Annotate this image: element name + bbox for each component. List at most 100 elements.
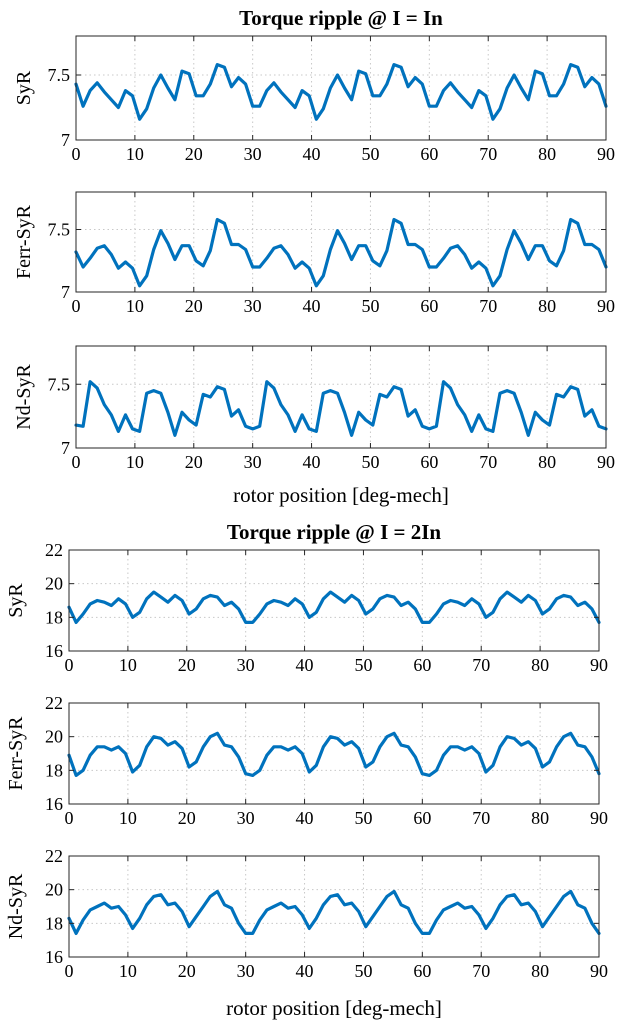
x-tick-label: 80 — [538, 296, 556, 316]
series-line — [67, 889, 601, 935]
x-tick-label: 60 — [413, 808, 431, 828]
y-axis-label: Nd-SyR — [13, 364, 35, 430]
axes-frame — [75, 345, 607, 449]
subplot-1: 0 10 20 30 40 50 60 70 80 90 7 7.5 SyR Torque ripple … — [13, 6, 615, 164]
x-tick-label: 70 — [472, 961, 490, 981]
x-axis-label: rotor position [deg-mech] — [226, 996, 442, 1020]
subplot-2: 0 10 20 30 40 50 60 70 80 90 7 7.5 Ferr-SyR — [13, 191, 615, 316]
x-tick-label: 20 — [178, 961, 196, 981]
y-tick-label: 20 — [45, 574, 63, 594]
axes-frame — [68, 702, 600, 805]
x-tick-label: 10 — [119, 961, 137, 981]
x-tick-label: 30 — [237, 655, 255, 675]
x-tick-label: 80 — [538, 144, 556, 164]
x-tick-label: 90 — [597, 452, 615, 472]
x-tick-label: 70 — [472, 655, 490, 675]
x-tick-label: 30 — [244, 144, 262, 164]
x-tick-label: 50 — [354, 961, 372, 981]
y-tick-label: 16 — [45, 641, 63, 661]
x-tick-label: 0 — [65, 961, 74, 981]
axes-frame — [68, 855, 600, 958]
y-tick-label: 20 — [45, 727, 63, 747]
y-axis-label: Nd-SyR — [5, 873, 27, 939]
x-tick-label: 40 — [296, 655, 314, 675]
y-tick-label: 16 — [45, 794, 63, 814]
x-tick-label: 10 — [119, 655, 137, 675]
x-tick-label: 10 — [119, 808, 137, 828]
x-tick-label: 30 — [237, 961, 255, 981]
x-tick-label: 60 — [420, 144, 438, 164]
x-tick-label: 20 — [178, 808, 196, 828]
axes-frame — [68, 549, 600, 652]
x-tick-label: 60 — [413, 655, 431, 675]
y-axis-label: Ferr-SyR — [5, 716, 27, 791]
y-tick-label: 18 — [45, 760, 63, 780]
axes-frame — [75, 191, 607, 293]
chart-title: Torque ripple @ I = In — [239, 6, 443, 30]
x-tick-label: 40 — [303, 296, 321, 316]
series-line — [74, 380, 608, 437]
y-tick-label: 7 — [61, 282, 70, 302]
x-tick-label: 90 — [597, 296, 615, 316]
x-tick-label: 70 — [479, 144, 497, 164]
x-tick-label: 80 — [538, 452, 556, 472]
x-tick-label: 80 — [531, 808, 549, 828]
y-tick-label: 22 — [45, 540, 63, 560]
subplot-4: 0 10 20 30 40 50 60 70 80 90 16 18 20 22 SyR Torque rip… — [5, 520, 608, 675]
y-tick-label: 18 — [45, 913, 63, 933]
y-tick-label: 7 — [61, 438, 70, 458]
x-tick-label: 70 — [479, 452, 497, 472]
x-tick-label: 0 — [72, 144, 81, 164]
series-line — [74, 62, 608, 121]
x-tick-label: 60 — [420, 296, 438, 316]
y-tick-label: 22 — [45, 846, 63, 866]
x-tick-label: 60 — [413, 961, 431, 981]
x-tick-label: 50 — [361, 296, 379, 316]
x-tick-label: 30 — [244, 296, 262, 316]
x-tick-label: 90 — [597, 144, 615, 164]
y-tick-label: 16 — [45, 947, 63, 967]
subplot-3: 0 10 20 30 40 50 60 70 80 90 7 7.5 Nd-SyR rotor posit… — [13, 345, 615, 507]
y-axis-label: SyR — [5, 583, 27, 618]
x-tick-label: 0 — [72, 296, 81, 316]
x-tick-label: 20 — [185, 144, 203, 164]
x-axis-label: rotor position [deg-mech] — [233, 483, 449, 507]
series-line — [67, 590, 601, 624]
x-tick-label: 50 — [361, 144, 379, 164]
x-tick-label: 40 — [296, 961, 314, 981]
x-tick-label: 50 — [361, 452, 379, 472]
x-tick-label: 60 — [420, 452, 438, 472]
x-tick-label: 70 — [479, 296, 497, 316]
y-tick-label: 7.5 — [48, 65, 71, 85]
x-tick-label: 0 — [65, 655, 74, 675]
x-tick-label: 50 — [354, 808, 372, 828]
x-tick-label: 80 — [531, 961, 549, 981]
axes-frame — [75, 35, 607, 141]
y-tick-label: 20 — [45, 880, 63, 900]
subplot-5: 0 10 20 30 40 50 60 70 80 90 16 18 20 22 Ferr-SyR — [5, 693, 608, 828]
x-tick-label: 20 — [185, 296, 203, 316]
x-tick-label: 10 — [126, 144, 144, 164]
x-tick-label: 20 — [178, 655, 196, 675]
y-tick-label: 7.5 — [48, 220, 71, 240]
x-tick-label: 90 — [590, 808, 608, 828]
y-tick-label: 7.5 — [48, 374, 71, 394]
x-tick-label: 20 — [185, 452, 203, 472]
x-tick-label: 0 — [65, 808, 74, 828]
y-tick-label: 7 — [61, 130, 70, 150]
x-tick-label: 10 — [126, 296, 144, 316]
subplot-6: 0 10 20 30 40 50 60 70 80 90 16 18 20 22 Nd-SyR rotor p… — [5, 846, 608, 1020]
chart-title: Torque ripple @ I = 2In — [227, 520, 441, 544]
x-tick-label: 40 — [303, 144, 321, 164]
series-line — [74, 217, 608, 288]
y-axis-label: Ferr-SyR — [13, 204, 35, 279]
x-tick-label: 10 — [126, 452, 144, 472]
y-tick-label: 18 — [45, 607, 63, 627]
x-tick-label: 40 — [296, 808, 314, 828]
x-tick-label: 90 — [590, 961, 608, 981]
x-tick-label: 80 — [531, 655, 549, 675]
series-line — [67, 731, 601, 777]
x-tick-label: 30 — [244, 452, 262, 472]
x-tick-label: 90 — [590, 655, 608, 675]
